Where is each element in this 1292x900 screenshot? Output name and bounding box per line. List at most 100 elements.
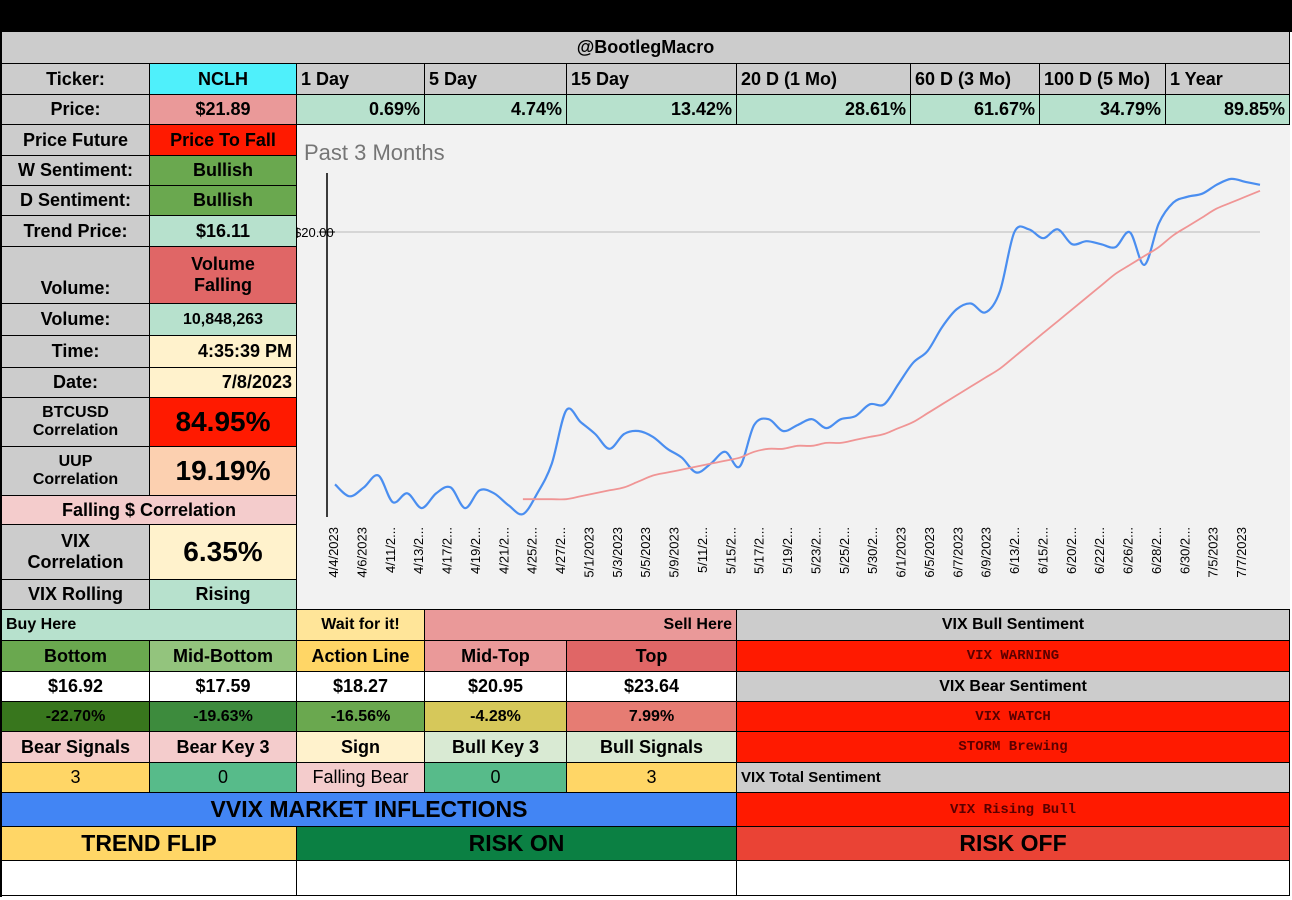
return-60-day: 61.67% (911, 95, 1040, 125)
btcusd-corr-label-line2: Correlation (32, 422, 119, 439)
vix-corr-label-line1: VIX (60, 531, 90, 552)
return-5-day: 4.74% (425, 95, 567, 125)
chart-x-ticks: 4/4/2023 4/6/2023 4/11/2... 4/13/2... 4/17/2… (326, 527, 1249, 578)
chart-x-tick-label: 6/26/2... (1121, 527, 1136, 574)
chart-x-tick-label: 6/28/2... (1149, 527, 1164, 574)
buy-here-label: Buy Here (2, 610, 297, 641)
btcusd-corr-value: 84.95% (150, 398, 297, 447)
vix-bear-sentiment-value-1: VIX WATCH (737, 702, 1290, 732)
chart-x-tick-label: 5/15/2... (723, 527, 738, 574)
trend-flip: TREND FLIP (2, 827, 297, 861)
chart-x-tick-label: 5/19/2... (780, 527, 795, 574)
vix-bull-sentiment-title: VIX Bull Sentiment (737, 610, 1290, 641)
volume-label: Volume: (2, 304, 150, 336)
uup-corr-label-line2: Correlation (32, 471, 119, 488)
signal-header-bear-signals: Bear Signals (2, 732, 150, 763)
chart-x-tick-label: 6/13/2... (1007, 527, 1022, 574)
period-100-day: 100 D (5 Mo) (1040, 64, 1166, 95)
chart-x-tick-label: 5/9/2023 (667, 527, 682, 578)
chart-y-tick-label: $20.00 (297, 225, 334, 240)
level-header-bottom: Bottom (2, 641, 150, 672)
vix-corr-label: VIX Correlation (2, 525, 150, 580)
level-price-bottom: $16.92 (2, 672, 150, 702)
period-1-day: 1 Day (297, 64, 425, 95)
sell-here-label: Sell Here (425, 610, 737, 641)
vix-rolling-value: Rising (150, 580, 297, 610)
chart-x-tick-label: 4/13/2... (411, 527, 426, 574)
chart-x-tick-label: 6/1/2023 (894, 527, 909, 578)
signal-value-bear-key-3: 0 (150, 763, 297, 793)
time-value: 4:35:39 PM (150, 336, 297, 368)
signal-header-bear-key-3: Bear Key 3 (150, 732, 297, 763)
period-15-day: 15 Day (567, 64, 737, 95)
chart-series-price (334, 177, 1261, 516)
volume-trend-value: Volume Falling (150, 247, 297, 304)
price-future-value: Price To Fall (150, 125, 297, 156)
time-label: Time: (2, 336, 150, 368)
chart-x-tick-label: 4/17/2... (440, 527, 455, 574)
chart-x-tick-label: 6/22/2... (1092, 527, 1107, 574)
level-header-mid-top: Mid-Top (425, 641, 567, 672)
chart-series-group (334, 177, 1261, 516)
signal-header-bull-key-3: Bull Key 3 (425, 732, 567, 763)
return-100-day: 34.79% (1040, 95, 1166, 125)
level-header-top: Top (567, 641, 737, 672)
vix-rolling-label: VIX Rolling (2, 580, 150, 610)
chart-x-tick-label: 4/21/2... (496, 527, 511, 574)
vix-bear-sentiment-value-2: STORM Brewing (737, 732, 1290, 763)
chart-x-tick-label: 6/9/2023 (979, 527, 994, 578)
chart-x-tick-label: 7/5/2023 (1206, 527, 1221, 578)
d-sentiment-label: D Sentiment: (2, 186, 150, 216)
chart-x-tick-label: 5/5/2023 (638, 527, 653, 578)
uup-corr-value: 19.19% (150, 447, 297, 496)
chart-svg: Past 3 Months $20.00 4/4/2023 4/6/2023 4/1… (297, 140, 1261, 578)
uup-corr-label-line1: UUP (58, 452, 93, 470)
level-pct-bottom: -22.70% (2, 702, 150, 732)
chart-x-tick-label: 6/7/2023 (950, 527, 965, 578)
date-label: Date: (2, 368, 150, 398)
level-price-action-line: $18.27 (297, 672, 425, 702)
period-20-day: 20 D (1 Mo) (737, 64, 911, 95)
return-20-day: 28.61% (737, 95, 911, 125)
level-pct-mid-bottom: -19.63% (150, 702, 297, 732)
price-label: Price: (2, 95, 150, 125)
risk-off: RISK OFF (737, 827, 1290, 861)
vix-corr-label-line2: Correlation (27, 552, 124, 572)
trend-price-label: Trend Price: (2, 216, 150, 247)
chart-x-tick-label: 5/17/2... (752, 527, 767, 574)
btcusd-corr-label: BTCUSD Correlation (2, 398, 150, 447)
volume-trend-line1: Volume (191, 254, 255, 275)
level-price-top: $23.64 (567, 672, 737, 702)
risk-on: RISK ON (297, 827, 737, 861)
trend-price-value: $16.11 (150, 216, 297, 247)
vix-total-sentiment-value: VIX Rising Bull (737, 793, 1290, 827)
chart-x-tick-label: 4/25/2... (525, 527, 540, 574)
w-sentiment-value: Bullish (150, 156, 297, 186)
vix-bear-sentiment-title: VIX Bear Sentiment (737, 672, 1290, 702)
signal-value-bear-signals: 3 (2, 763, 150, 793)
top-black-bar (0, 0, 1292, 31)
d-sentiment-value: Bullish (150, 186, 297, 216)
chart-x-tick-label: 6/30/2... (1177, 527, 1192, 574)
chart-x-tick-label: 5/11/2... (695, 527, 710, 573)
return-15-day: 13.42% (567, 95, 737, 125)
level-price-mid-top: $20.95 (425, 672, 567, 702)
signal-value-bull-key-3: 0 (425, 763, 567, 793)
risk-on-empty-cell (297, 861, 737, 896)
signal-value-bull-signals: 3 (567, 763, 737, 793)
period-60-day: 60 D (3 Mo) (911, 64, 1040, 95)
dashboard-frame (0, 31, 1292, 897)
volume-trend-label: Volume: (2, 247, 150, 304)
wait-label: Wait for it! (297, 610, 425, 641)
chart-series-trend (522, 189, 1261, 501)
vix-corr-value: 6.35% (150, 525, 297, 580)
w-sentiment-label: W Sentiment: (2, 156, 150, 186)
chart-x-tick-label: 4/4/2023 (326, 527, 341, 578)
date-value: 7/8/2023 (150, 368, 297, 398)
chart-x-tick-label: 5/30/2... (865, 527, 880, 574)
chart-x-tick-label: 5/25/2... (837, 527, 852, 574)
chart-x-tick-label: 4/19/2... (468, 527, 483, 574)
volume-trend-line2: Falling (194, 275, 252, 295)
price-value: $21.89 (150, 95, 297, 125)
price-chart: Past 3 Months $20.00 4/4/2023 4/6/2023 4/1… (297, 125, 1290, 610)
